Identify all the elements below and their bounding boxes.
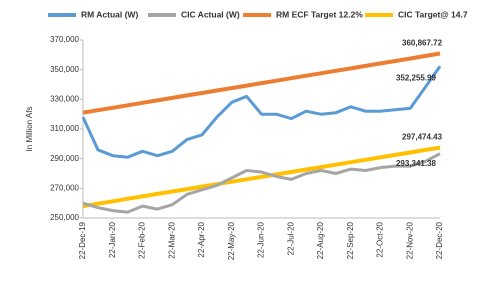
y-axis-label: In Million Afs — [25, 107, 34, 152]
value-label: 352,255.99 — [396, 73, 437, 82]
value-label: 293,341.38 — [396, 159, 437, 168]
series-line — [82, 152, 441, 214]
y-tick-label: 270,000 — [50, 183, 79, 192]
y-tick-label: 250,000 — [50, 213, 79, 222]
x-tick-label: 22-Sep-20 — [346, 221, 355, 259]
x-tick-label: 22-Apr-20 — [197, 221, 206, 257]
y-tick-label: 330,000 — [50, 94, 79, 103]
x-tick-label: 22-Jun-20 — [257, 221, 266, 258]
value-label: 297,474.43 — [402, 133, 443, 142]
x-tick-label: 22-Dec-20 — [435, 221, 444, 259]
x-tick-label: 22-Mar-20 — [167, 221, 176, 258]
x-tick-label: 22-Aug-20 — [316, 221, 325, 259]
legend-label: RM Actual (W) — [81, 9, 138, 19]
y-tick-label: 350,000 — [50, 65, 79, 74]
legend-label: CIC Target@ 14.7 — [398, 9, 468, 19]
legend-label: CIC Actual (W) — [181, 9, 240, 19]
x-tick-label: 22-Feb-20 — [138, 221, 147, 258]
x-tick-label: 22-Nov-20 — [405, 221, 414, 259]
x-tick-label: 22-May-20 — [227, 221, 236, 260]
x-tick-label: 22-Jul-20 — [286, 221, 295, 255]
y-tick-label: 310,000 — [50, 124, 79, 133]
y-tick-label: 370,000 — [50, 35, 79, 44]
x-tick-label: 22-Dec-19 — [78, 221, 87, 259]
value-label: 360,867.72 — [402, 39, 443, 48]
legend-label: RM ECF Target 12.2% — [276, 9, 363, 19]
x-tick-label: 22-Oct-20 — [376, 221, 385, 257]
series-line — [82, 51, 441, 115]
y-tick-label: 290,000 — [50, 154, 79, 163]
series-line — [82, 145, 441, 209]
x-tick-label: 22-Jan-20 — [108, 221, 117, 258]
series-line — [81, 65, 442, 159]
